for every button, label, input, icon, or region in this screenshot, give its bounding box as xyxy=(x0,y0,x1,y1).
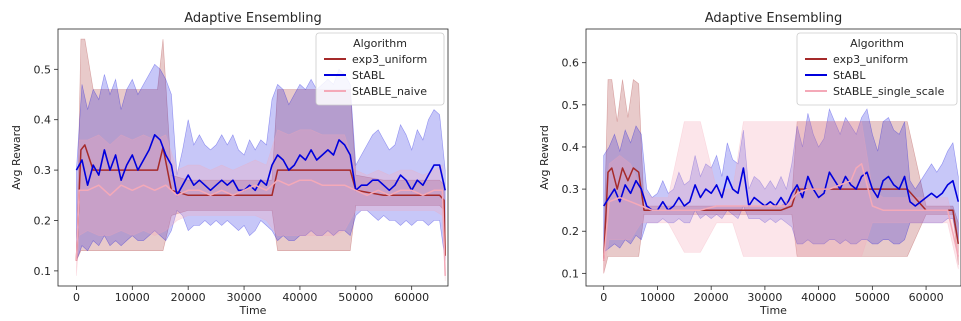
legend-label-StABL: StABL xyxy=(352,69,385,82)
line-exp3_uniform xyxy=(602,167,960,261)
x-tick-label: 10000 xyxy=(115,291,150,304)
y-tick-label: 0.6 xyxy=(562,57,580,70)
y-tick-label: 0.3 xyxy=(34,164,52,177)
legend-title: Algorithm xyxy=(353,37,407,50)
x-tick-label: 40000 xyxy=(801,291,836,304)
y-axis-title: Avg Reward xyxy=(538,125,551,190)
legend: Algorithm exp3_uniform StABL StABLE_single_… xyxy=(796,32,958,106)
legend-title: Algorithm xyxy=(850,37,904,50)
x-tick-label: 0 xyxy=(600,291,607,304)
legend-label-exp3_uniform: exp3_uniform xyxy=(833,53,908,66)
x-tick-label: 60000 xyxy=(394,291,429,304)
legend-box xyxy=(796,32,958,106)
x-tick-label: 60000 xyxy=(909,291,944,304)
y-tick-label: 0.3 xyxy=(562,183,580,196)
legend: Algorithm exp3_uniform StABL StABLE_naive xyxy=(315,32,445,106)
line-StABL xyxy=(75,134,446,197)
band-exp3_uniform xyxy=(603,79,959,274)
x-tick-label: 50000 xyxy=(855,291,890,304)
x-tick-label: 30000 xyxy=(747,291,782,304)
line-StABLE_single_scale xyxy=(602,163,960,261)
x-tick-label: 50000 xyxy=(338,291,373,304)
x-tick-label: 40000 xyxy=(282,291,317,304)
x-axis-title: Time xyxy=(759,304,787,317)
legend-label-exp3_uniform: exp3_uniform xyxy=(352,53,427,66)
axes-frame xyxy=(585,28,961,287)
chart-title: Adaptive Ensembling xyxy=(705,11,843,26)
y-axis-title: Avg Reward xyxy=(10,125,23,190)
y-tick-label: 0.1 xyxy=(34,265,52,278)
y-tick-label: 0.5 xyxy=(34,63,52,76)
y-tick-label: 0.2 xyxy=(562,225,580,238)
y-tick-label: 0.4 xyxy=(34,114,52,127)
chart-title: Adaptive Ensembling xyxy=(184,11,322,26)
line-StABLE_naive xyxy=(75,179,446,276)
legend-box xyxy=(315,32,445,106)
x-axis-title: Time xyxy=(239,304,267,317)
y-tick-label: 0.4 xyxy=(562,141,580,154)
x-tick-label: 30000 xyxy=(227,291,262,304)
x-tick-label: 10000 xyxy=(640,291,675,304)
y-tick-label: 0.2 xyxy=(34,214,52,227)
chart-panel-1: 0 10000 20000 30000 40000 50000 60000 0.1 0.2 0.3… xyxy=(10,11,449,317)
x-tick-label: 20000 xyxy=(171,291,206,304)
y-tick-label: 0.1 xyxy=(562,267,580,280)
x-tick-label: 20000 xyxy=(694,291,729,304)
axes-frame xyxy=(57,28,449,287)
series-lines xyxy=(602,163,960,261)
line-StABL xyxy=(603,167,960,211)
legend-label-StABLE_naive: StABLE_naive xyxy=(352,85,427,98)
legend-label-StABLE_single_scale: StABLE_single_scale xyxy=(833,85,945,98)
chart-panel-2: 0 10000 20000 30000 40000 50000 60000 0.1 0.2 0.3… xyxy=(538,11,961,317)
series-lines xyxy=(75,134,446,276)
legend-label-StABL: StABL xyxy=(833,69,866,82)
x-tick-label: 0 xyxy=(73,291,80,304)
y-tick-label: 0.5 xyxy=(562,99,580,112)
